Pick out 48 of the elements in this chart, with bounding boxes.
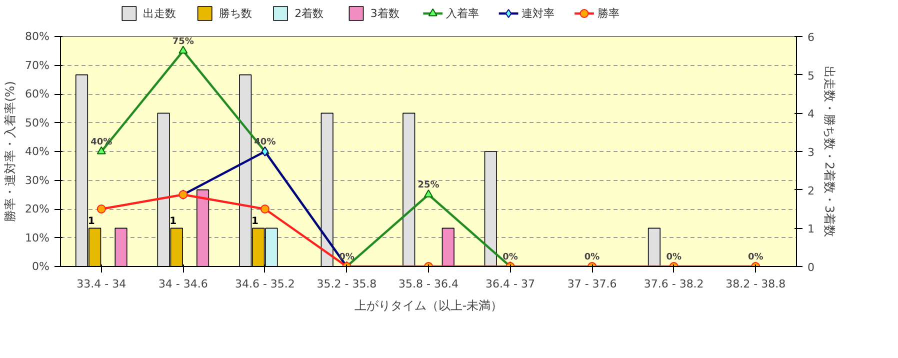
y-tick-label: 20% (25, 202, 50, 216)
data-label: 0% (748, 252, 764, 262)
point (260, 204, 270, 214)
legend-label: 入着率 (446, 7, 480, 20)
x-tick-label: 36.4 - 37 (486, 278, 536, 290)
x-tick-label: 38.2 - 38.8 (726, 278, 786, 290)
data-label: 1 (170, 216, 177, 228)
y-tick-label: 70% (25, 58, 50, 72)
legend-label: 出走数 (143, 7, 176, 20)
y-tick-label: 40% (25, 145, 50, 158)
data-label: 1 (251, 216, 258, 228)
x-axis-title: 上がりタイム（以上-未満） (354, 298, 503, 312)
legend-label: 3着数 (370, 7, 400, 20)
x-tick-label: 34 - 34.6 (158, 278, 208, 290)
x-tick-label: 35.8 - 36.4 (398, 278, 458, 290)
point (96, 204, 106, 214)
x-tick-label: 33.4 - 34 (76, 278, 126, 290)
y-tick-label: 60% (25, 88, 50, 100)
y-tick-label: 0% (32, 260, 50, 273)
data-label: 0% (584, 252, 600, 262)
point (96, 146, 106, 154)
y2-tick-label: 1 (808, 222, 814, 236)
y2-tick-label: 4 (808, 108, 814, 121)
data-label: 25% (418, 180, 440, 191)
y-axis-title: 勝率・連対率・入着率(%) (3, 81, 18, 222)
x-tick-label: 34.6 - 35.2 (234, 278, 295, 290)
x-tick-label: 37 - 37.6 (567, 278, 617, 290)
data-label: 75% (172, 36, 194, 47)
y2-tick-label: 6 (808, 31, 814, 44)
y2-tick-label: 5 (808, 69, 814, 82)
y-tick-label: 10% (25, 231, 50, 244)
y-tick-label: 50% (25, 116, 50, 130)
legend-label: 勝ち数 (218, 7, 252, 20)
y2-tick-label: 0 (808, 261, 814, 274)
data-label: 1 (88, 216, 95, 228)
y2-tick-label: 2 (808, 184, 814, 198)
y2-axis-title: 出走数・勝ち数・2着数・3着数 (822, 66, 836, 238)
x-tick-label: 35.2 - 35.8 (316, 278, 377, 290)
data-label: 0% (666, 252, 682, 262)
x-tick-label: 37.6 - 38.2 (644, 278, 704, 290)
data-label: 0% (502, 252, 518, 262)
y-tick-label: 30% (25, 174, 50, 187)
y2-tick-label: 3 (808, 146, 814, 159)
y-tick-label: 80% (25, 30, 50, 43)
legend-label: 勝率 (597, 7, 620, 20)
legend-label: 2着数 (294, 7, 324, 20)
legend-label: 連対率 (522, 7, 555, 20)
point (424, 190, 433, 198)
